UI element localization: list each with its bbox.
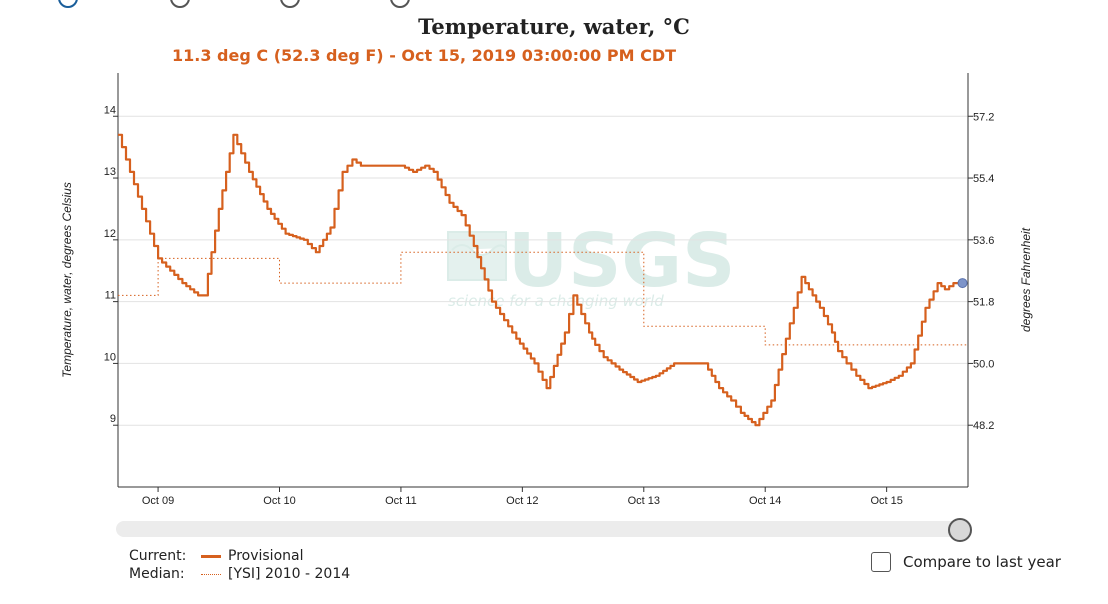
y-tick-label-13: 13 [104, 166, 116, 178]
compare-last-year-label: Compare to last year [903, 553, 1061, 571]
y-right-tick-label-57.2: 57.2 [973, 111, 994, 123]
y-tick-label-14: 14 [104, 104, 116, 116]
legend-swatch-median [201, 573, 221, 575]
y-right-tick-label-51.8: 51.8 [973, 297, 994, 309]
y-axis-left: 9 10 11 12 13 14 [104, 104, 118, 426]
watermark-tagline: science for a changing world [448, 292, 664, 310]
y-right-tick-label-50.0: 50.0 [973, 358, 994, 370]
x-tick-label-Oct 14: Oct 14 [749, 495, 781, 507]
chart-subtitle: 11.3 deg C (52.3 deg F) - Oct 15, 2019 0… [172, 46, 677, 65]
y-right-tick-label-48.2: 48.2 [973, 420, 994, 432]
legend-row-median: Median: [YSI] 2010 - 2014 [129, 566, 350, 584]
x-tick-label-Oct 09: Oct 09 [142, 495, 174, 507]
y-right-tick-label-53.6: 53.6 [973, 235, 994, 247]
time-brush-track[interactable] [116, 521, 966, 537]
compare-last-year-control[interactable]: Compare to last year [871, 552, 1061, 572]
y-tick-label-12: 12 [104, 228, 116, 240]
grid-lines [118, 115, 968, 426]
legend-current-item: Provisional [228, 548, 304, 564]
current-point-marker [957, 278, 968, 289]
y-axis-label-right: degrees Fahrenheit [1019, 227, 1033, 332]
usgs-watermark: USGS science for a changing world [447, 218, 735, 310]
legend-median-label: Median: [129, 566, 185, 582]
median-series-line [118, 251, 968, 346]
y-right-tick-label-55.4: 55.4 [973, 173, 994, 185]
legend: Current: Provisional Median: [YSI] 2010 - … [129, 548, 350, 584]
legend-current-label: Current: [129, 548, 187, 564]
watermark-logo-text: USGS [508, 218, 735, 304]
x-tick-label-Oct 13: Oct 13 [628, 495, 660, 507]
x-tick-label-Oct 10: Oct 10 [263, 495, 295, 507]
compare-last-year-checkbox[interactable] [871, 552, 891, 572]
y-tick-label-11: 11 [105, 290, 116, 302]
y-axis-label-left: Temperature, water, degrees Celsius [60, 182, 74, 378]
chart-title: Temperature, water, °C [418, 14, 690, 39]
y-tick-label-9: 9 [110, 413, 116, 425]
plot-frame [117, 73, 969, 488]
x-tick-label-Oct 12: Oct 12 [506, 495, 538, 507]
y-axis-right: 48.2 50.0 51.8 53.6 55.4 57.2 [968, 111, 994, 432]
series-layer [118, 133, 968, 427]
legend-swatch-provisional [201, 554, 221, 558]
x-tick-label-Oct 15: Oct 15 [870, 495, 902, 507]
provisional-series-line [118, 133, 960, 427]
time-brush-handle[interactable] [948, 518, 972, 542]
x-axis: Oct 09 Oct 10 Oct 11 Oct 12 Oct 13 Oct 14 Oct … [142, 487, 903, 507]
y-tick-label-10: 10 [104, 351, 116, 363]
legend-median-item: [YSI] 2010 - 2014 [228, 566, 351, 582]
legend-row-current: Current: Provisional [129, 548, 350, 566]
x-tick-label-Oct 11: Oct 11 [385, 495, 417, 507]
